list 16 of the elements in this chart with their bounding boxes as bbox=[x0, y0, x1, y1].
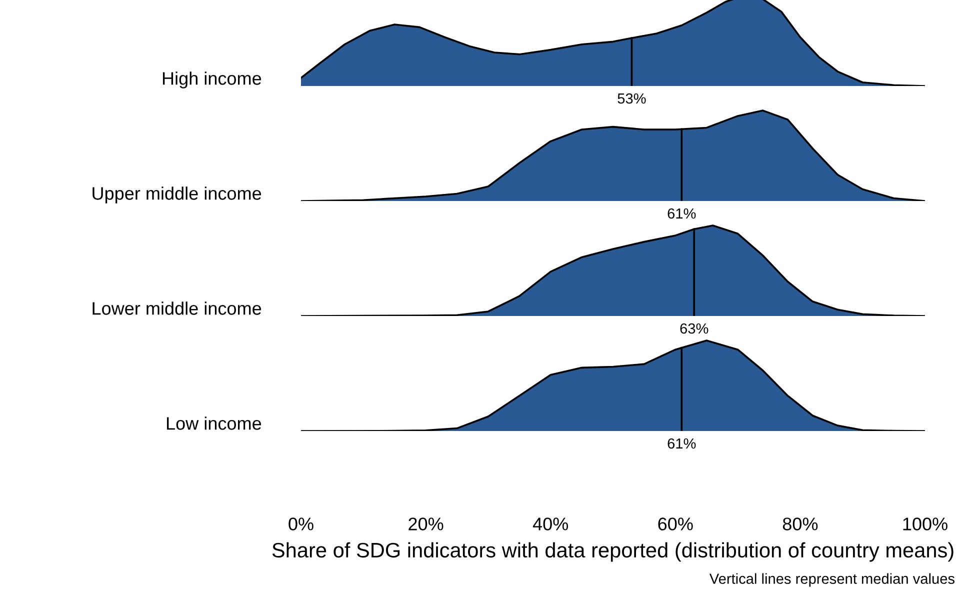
x-tick-label: 60% bbox=[658, 518, 693, 530]
ref-line-label: 53% bbox=[618, 93, 646, 104]
text: Vertical lines represent median values bbox=[709, 573, 954, 587]
ref-line-label: 61% bbox=[668, 208, 696, 219]
x-tick-label: 0% bbox=[288, 518, 314, 530]
y-axis-title: High income bbox=[162, 72, 262, 88]
ref-line-label: 61% bbox=[668, 438, 696, 449]
x-axis-title: Share of SDG indicators with data reported (distribution of country means) bbox=[272, 542, 954, 562]
y-axis-title: Low income bbox=[166, 416, 262, 430]
ref-line-label: 63% bbox=[680, 323, 708, 334]
x-tick-label: 20% bbox=[408, 518, 444, 530]
x-tick-label: 80% bbox=[782, 518, 818, 530]
y-axis-title: Upper middle income bbox=[92, 186, 262, 204]
x-tick-label: 100% bbox=[903, 518, 948, 530]
y-axis-title: Lower middle income bbox=[92, 302, 262, 315]
x-tick-label: 40% bbox=[532, 518, 568, 530]
